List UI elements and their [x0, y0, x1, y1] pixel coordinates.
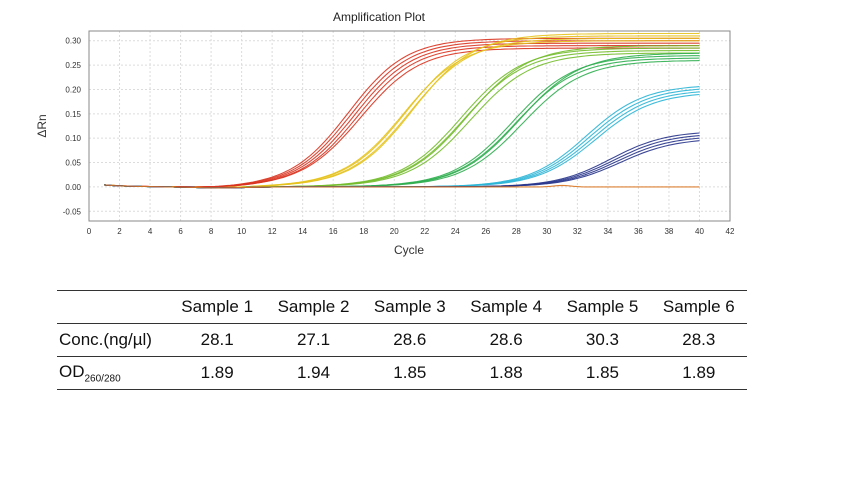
x-tick-label: 34 — [603, 227, 612, 236]
tick-labels: 0 2 4 6 8 10 12 14 16 18 20 22 24 26 28 30 32 34 36 38 40 42-… — [63, 37, 735, 236]
x-tick-label: 26 — [481, 227, 490, 236]
y-tick-label: 0.20 — [65, 85, 81, 94]
curves-layer — [104, 32, 700, 189]
table-row-concentration: Conc.(ng/µl) 28.1 27.1 28.6 28.6 30.3 28… — [57, 323, 747, 357]
table-cell: 1.85 — [393, 363, 427, 382]
y-axis-title: ΔRn — [35, 114, 49, 137]
table-cell: 27.1 — [296, 330, 331, 349]
table-cell: 1.94 — [296, 363, 331, 382]
x-tick-label: 4 — [148, 227, 153, 236]
amplification-curve — [104, 132, 700, 189]
table-cell: 1.89 — [200, 363, 234, 382]
plot-frame — [88, 30, 731, 222]
amplification-curve — [104, 135, 700, 189]
x-tick-label: 24 — [451, 227, 460, 236]
amplification-curve — [104, 91, 700, 189]
table-row-od-ratio: OD260/280 1.89 1.94 1.85 1.88 1.85 1.89 — [57, 356, 747, 390]
x-tick-label: 0 — [87, 227, 92, 236]
od-label-subscript: 260/280 — [84, 373, 121, 385]
table-corner-cell — [57, 291, 169, 324]
od-label-main: OD — [59, 361, 85, 381]
column-header-sample-1: Sample 1 — [181, 297, 254, 316]
column-header-sample-5: Sample 5 — [566, 297, 639, 316]
x-tick-label: 38 — [664, 227, 673, 236]
amplification-curve — [104, 184, 700, 189]
table-cell: 1.88 — [489, 363, 523, 382]
table-cell: 1.89 — [682, 363, 716, 382]
row-label-od-ratio: OD260/280 — [57, 357, 169, 390]
x-tick-label: 6 — [178, 227, 183, 236]
chart-title: Amplification Plot — [333, 10, 426, 24]
grid-lines — [89, 31, 730, 221]
x-tick-label: 20 — [390, 227, 399, 236]
table-cell: 30.3 — [585, 330, 620, 349]
amplification-plot: Amplification Plot 0 2 4 6 8 10 12 14 16 18 20 22 24… — [35, 10, 735, 257]
y-tick-label: 0.10 — [65, 134, 81, 143]
x-tick-label: 30 — [542, 227, 551, 236]
table-cell: 28.3 — [682, 330, 716, 349]
column-header-sample-2: Sample 2 — [277, 297, 350, 316]
x-tick-label: 14 — [298, 227, 307, 236]
x-axis-title: Cycle — [394, 243, 424, 257]
x-tick-label: 40 — [695, 227, 704, 236]
y-tick-label: 0.30 — [65, 37, 81, 46]
table-cell: 28.1 — [200, 330, 234, 349]
y-tick-label: -0.05 — [63, 207, 82, 216]
column-header-sample-6: Sample 6 — [662, 297, 735, 316]
table-cell: 28.6 — [393, 330, 427, 349]
table-cell: 28.6 — [489, 330, 523, 349]
x-tick-label: 2 — [117, 227, 122, 236]
table-cell: 1.85 — [585, 363, 620, 382]
x-tick-label: 42 — [726, 227, 735, 236]
series-no-template-control — [104, 184, 700, 189]
table-header-row: Sample 1 Sample 2 Sample 3 Sample 4 Samp… — [57, 290, 747, 324]
y-tick-label: 0.15 — [65, 110, 81, 119]
x-tick-label: 12 — [268, 227, 277, 236]
row-label-concentration: Conc.(ng/µl) — [59, 330, 152, 349]
x-tick-label: 16 — [329, 227, 338, 236]
x-tick-label: 18 — [359, 227, 368, 236]
y-tick-label: 0.00 — [65, 183, 81, 192]
x-tick-label: 22 — [420, 227, 429, 236]
x-tick-label: 36 — [634, 227, 643, 236]
y-tick-label: 0.05 — [65, 159, 81, 168]
x-tick-label: 8 — [209, 227, 214, 236]
x-tick-label: 28 — [512, 227, 521, 236]
y-tick-label: 0.25 — [65, 61, 81, 70]
amplification-curve — [104, 137, 700, 189]
sample-table: Sample 1 Sample 2 Sample 3 Sample 4 Samp… — [57, 290, 747, 390]
x-tick-label: 32 — [573, 227, 582, 236]
column-header-sample-3: Sample 3 — [373, 297, 446, 316]
x-tick-label: 10 — [237, 227, 246, 236]
column-header-sample-4: Sample 4 — [470, 297, 543, 316]
series-dilution-6 — [104, 132, 700, 189]
